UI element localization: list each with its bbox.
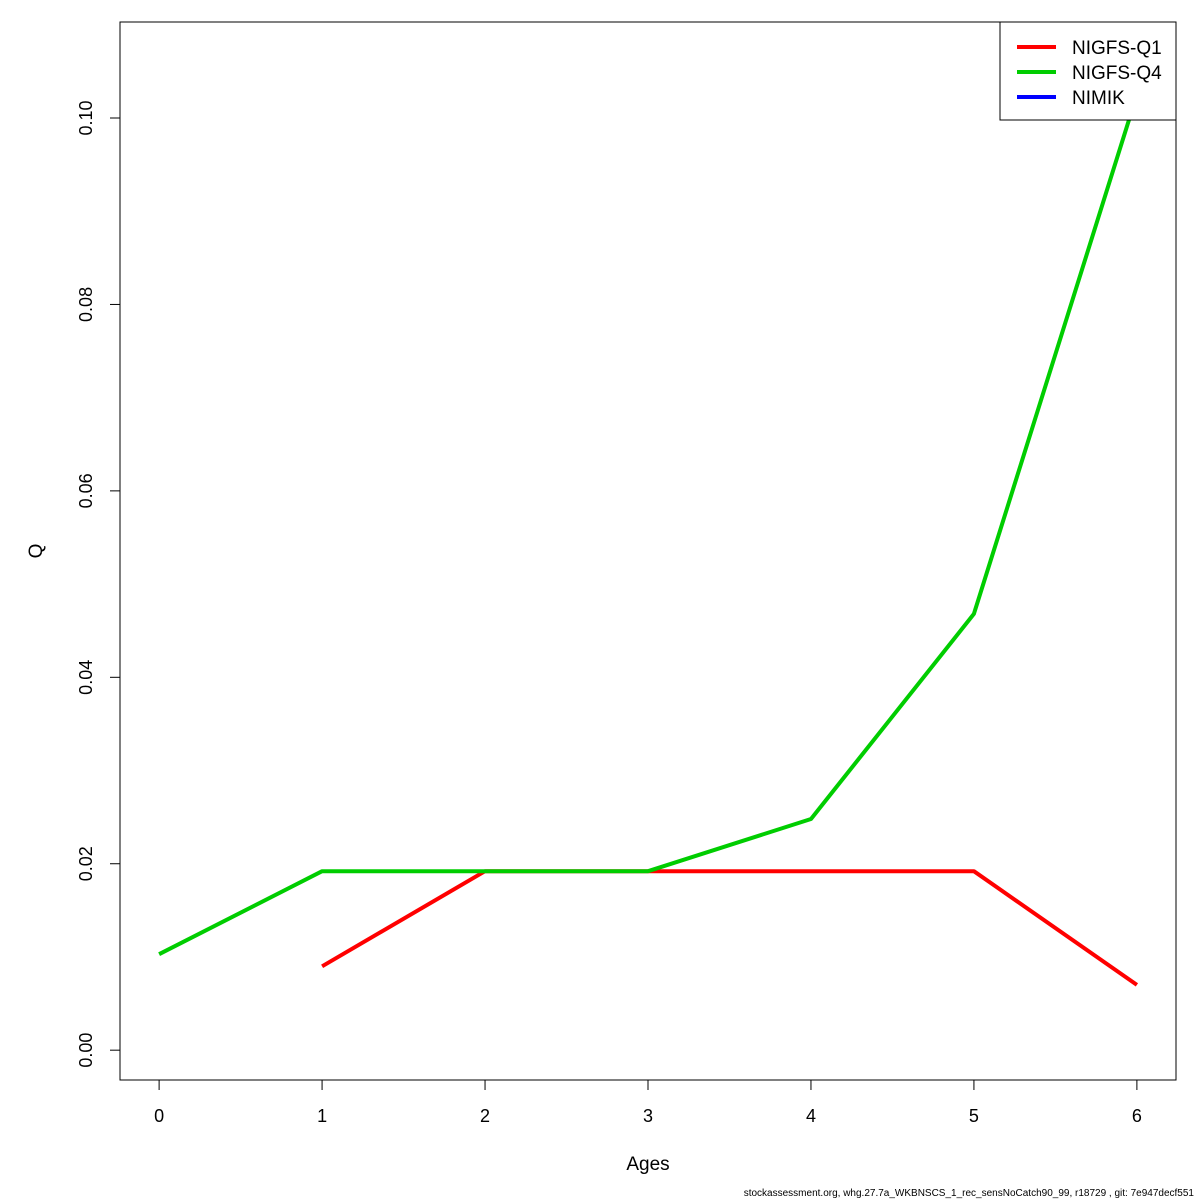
y-tick-label: 0.10 bbox=[76, 100, 96, 135]
x-tick-label: 1 bbox=[317, 1106, 327, 1126]
legend: NIGFS-Q1 NIGFS-Q4 NIMIK bbox=[999, 21, 1177, 121]
series-layer bbox=[158, 94, 1139, 987]
x-axis: 0 1 2 3 4 5 6 bbox=[154, 1079, 1142, 1126]
legend-label: NIGFS-Q1 bbox=[1072, 38, 1162, 59]
y-axis: 0.00 0.02 0.04 0.06 0.08 0.10 bbox=[76, 100, 121, 1068]
series-line-nigfs-q4 bbox=[158, 94, 1139, 956]
series-line-nigfs-q1 bbox=[321, 869, 1139, 987]
x-tick-label: 4 bbox=[806, 1106, 816, 1126]
x-tick-label: 5 bbox=[969, 1106, 979, 1126]
x-tick-label: 0 bbox=[154, 1106, 164, 1126]
x-tick-label: 2 bbox=[480, 1106, 490, 1126]
legend-label: NIGFS-Q4 bbox=[1072, 63, 1162, 84]
y-tick-label: 0.08 bbox=[76, 287, 96, 322]
x-axis-title: Ages bbox=[626, 1154, 669, 1175]
y-tick-label: 0.00 bbox=[76, 1033, 96, 1068]
x-tick-label: 3 bbox=[643, 1106, 653, 1126]
footer-caption: stockassessment.org, whg.27.7a_WKBNSCS_1… bbox=[744, 1188, 1195, 1199]
x-tick-label: 6 bbox=[1132, 1106, 1142, 1126]
y-axis-title: Q bbox=[26, 544, 47, 559]
y-tick-label: 0.06 bbox=[76, 473, 96, 508]
legend-label: NIMIK bbox=[1072, 88, 1125, 109]
y-tick-label: 0.04 bbox=[76, 660, 96, 695]
y-tick-label: 0.02 bbox=[76, 846, 96, 881]
